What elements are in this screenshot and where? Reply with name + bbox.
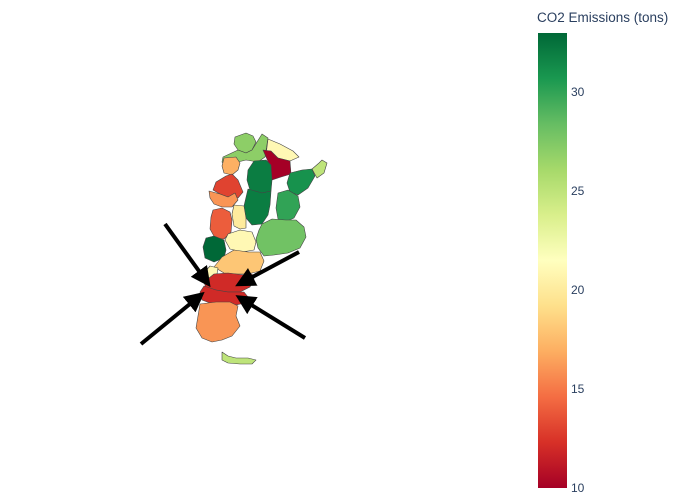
colorbar-gradient (538, 33, 567, 488)
province-buenos-aires[interactable] (255, 218, 307, 257)
colorbar-tick-label: 30 (571, 85, 585, 100)
province-corrientes[interactable] (286, 168, 316, 196)
province-tucuman[interactable] (221, 156, 241, 176)
colorbar-tick-label: 10 (571, 481, 585, 495)
colorbar-tick-label: 25 (571, 184, 585, 199)
province-cordoba[interactable] (231, 204, 247, 230)
province-san-luis[interactable] (224, 229, 257, 253)
colorbar-tick-label: 15 (571, 382, 585, 397)
province-santiago-del-estero[interactable] (246, 159, 273, 194)
annotation-arrow-1 (163, 222, 211, 288)
annotation-arrow-4 (235, 295, 307, 340)
province-la-rioja[interactable] (208, 190, 239, 208)
province-santa-fe[interactable] (243, 188, 272, 226)
argentina-choropleth-map (139, 132, 328, 365)
annotation-arrow-2 (235, 250, 300, 287)
colorbar-tick-label: 20 (571, 283, 585, 298)
province-misiones[interactable] (311, 159, 328, 179)
provinces-layer (195, 132, 328, 365)
province-entre-rios[interactable] (275, 189, 301, 223)
colorbar-title: CO2 Emissions (tons) (537, 10, 669, 25)
province-santa-cruz[interactable] (195, 301, 241, 343)
province-catamarca[interactable] (212, 173, 244, 199)
province-tierra-del-fuego[interactable] (221, 351, 257, 365)
annotation-arrows (139, 222, 307, 346)
annotation-arrow-3 (139, 291, 205, 346)
